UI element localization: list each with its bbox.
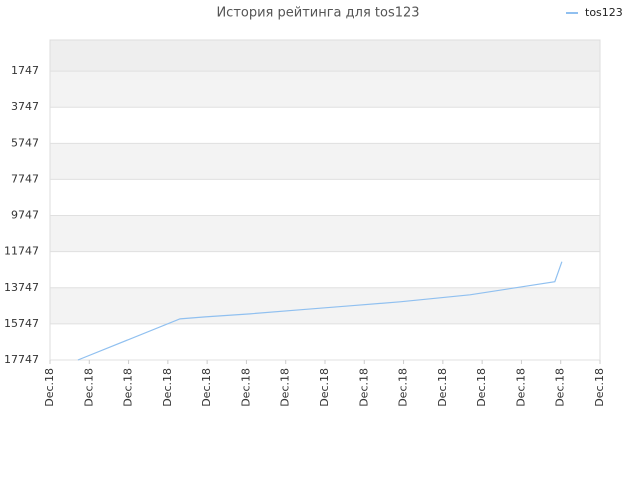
- y-tick-label: 5747: [11, 136, 39, 149]
- x-tick-label: Dec.18: [397, 368, 410, 407]
- data-line: [77, 261, 563, 361]
- y-tick-label: 17747: [4, 353, 39, 366]
- x-tick-label: Dec.18: [593, 368, 606, 407]
- x-tick-label: Dec.18: [318, 368, 331, 407]
- x-tick-label: Dec.18: [122, 368, 135, 407]
- y-tick-label: 9747: [11, 209, 39, 222]
- chart-title: История рейтинга для tos123: [216, 6, 419, 21]
- x-tick-label: Dec.18: [239, 368, 252, 407]
- legend-label: tos123: [585, 6, 623, 19]
- plot-band: [50, 323, 600, 360]
- plot-band: [50, 287, 600, 324]
- y-tick-label: 13747: [4, 281, 39, 294]
- plot-band: [50, 215, 600, 252]
- plot-band: [50, 40, 600, 72]
- x-tick-label: Dec.18: [82, 368, 95, 407]
- y-tick-label: 3747: [11, 100, 39, 113]
- x-tick-label: Dec.18: [43, 368, 56, 407]
- y-tick-label: 1747: [11, 64, 39, 77]
- plot-band: [50, 179, 600, 216]
- y-tick-label: 15747: [4, 317, 39, 330]
- x-tick-label: Dec.18: [475, 368, 488, 407]
- y-tick-label: 11747: [4, 245, 39, 258]
- plot-band: [50, 251, 600, 288]
- x-tick-label: Dec.18: [200, 368, 213, 407]
- plot-band: [50, 71, 600, 108]
- x-tick-label: Dec.18: [161, 368, 174, 407]
- x-tick-label: Dec.18: [436, 368, 449, 407]
- x-tick-label: Dec.18: [554, 368, 567, 407]
- y-tick-label: 7747: [11, 172, 39, 185]
- plot-band: [50, 143, 600, 180]
- x-tick-label: Dec.18: [279, 368, 292, 407]
- plot-band: [50, 107, 600, 144]
- x-tick-label: Dec.18: [514, 368, 527, 407]
- x-tick-label: Dec.18: [357, 368, 370, 407]
